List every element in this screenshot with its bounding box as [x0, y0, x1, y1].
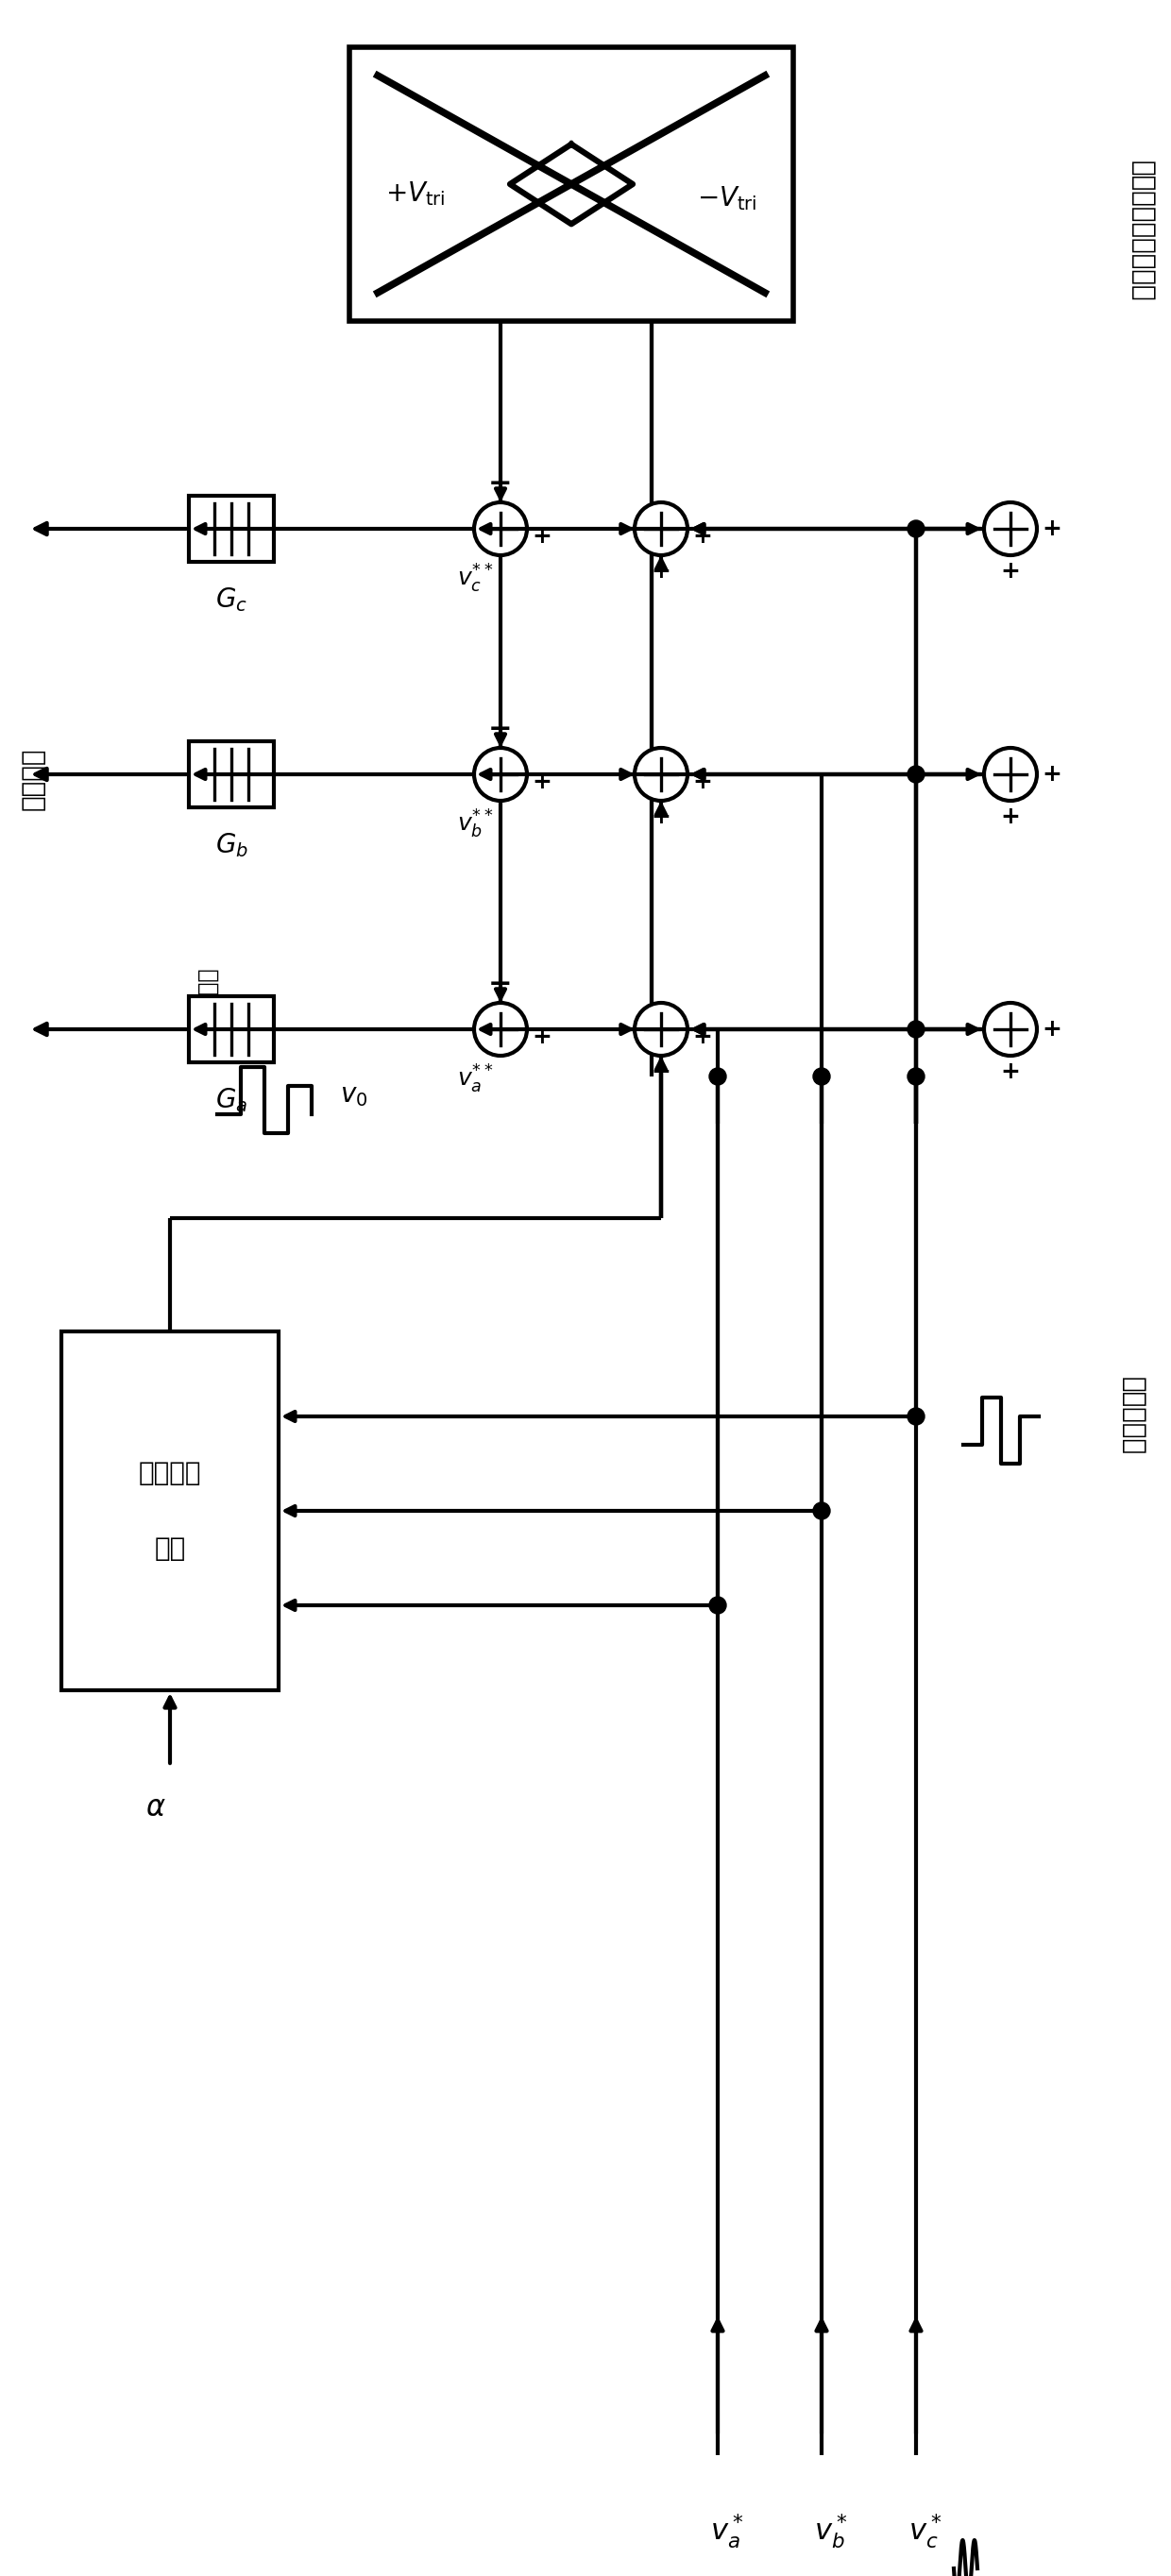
Text: $G_c$: $G_c$	[215, 585, 247, 613]
Text: $v_b^{**}$: $v_b^{**}$	[457, 809, 493, 840]
Text: $v_a^*$: $v_a^*$	[711, 2512, 744, 2550]
Text: $v_c^*$: $v_c^*$	[909, 2512, 943, 2550]
Text: +: +	[1042, 518, 1061, 541]
Circle shape	[984, 502, 1036, 556]
Text: +: +	[692, 770, 712, 793]
Text: +: +	[1000, 559, 1020, 582]
Circle shape	[813, 1502, 830, 1520]
Text: +: +	[1042, 762, 1061, 786]
Circle shape	[710, 1069, 726, 1084]
Text: +: +	[692, 526, 712, 549]
Circle shape	[908, 765, 925, 783]
Text: 计算: 计算	[155, 1535, 186, 1561]
Text: +: +	[692, 1025, 712, 1048]
Circle shape	[813, 1069, 830, 1084]
Text: 零序分量: 零序分量	[197, 966, 219, 1020]
Text: +: +	[651, 559, 671, 582]
Circle shape	[635, 502, 687, 556]
Circle shape	[908, 520, 925, 538]
Text: 零序分量: 零序分量	[138, 1461, 201, 1486]
Text: $G_a$: $G_a$	[215, 1087, 247, 1113]
Text: −: −	[488, 471, 513, 497]
Text: $\alpha$: $\alpha$	[145, 1793, 166, 1821]
Text: $v_a^{**}$: $v_a^{**}$	[457, 1064, 493, 1095]
Circle shape	[908, 1069, 925, 1084]
Bar	[189, 495, 274, 562]
Text: $G_b$: $G_b$	[214, 832, 248, 860]
Circle shape	[474, 502, 527, 556]
Bar	[349, 46, 793, 322]
Bar	[189, 997, 274, 1061]
Bar	[61, 1332, 279, 1690]
Text: +: +	[1042, 1018, 1061, 1041]
Circle shape	[710, 1597, 726, 1613]
Text: +: +	[1000, 1061, 1020, 1082]
Text: 双极性（三角）载波: 双极性（三角）载波	[1130, 160, 1156, 301]
Circle shape	[635, 1002, 687, 1056]
Circle shape	[474, 1002, 527, 1056]
Text: −: −	[488, 971, 513, 997]
Circle shape	[908, 1409, 925, 1425]
Text: −: −	[488, 716, 513, 742]
Circle shape	[474, 747, 527, 801]
Text: +: +	[532, 526, 552, 549]
Text: $v_b^*$: $v_b^*$	[814, 2512, 848, 2550]
Bar	[189, 742, 274, 806]
Text: $v_c^{**}$: $v_c^{**}$	[457, 562, 493, 595]
Text: +: +	[532, 1025, 552, 1048]
Text: +: +	[651, 806, 671, 827]
Circle shape	[984, 1002, 1036, 1056]
Circle shape	[635, 747, 687, 801]
Circle shape	[984, 747, 1036, 801]
Text: $+V_{\mathrm{tri}}$: $+V_{\mathrm{tri}}$	[385, 180, 445, 209]
Text: 合成调制波: 合成调制波	[1119, 1378, 1146, 1455]
Text: +: +	[532, 770, 552, 793]
Text: $v_0$: $v_0$	[340, 1082, 368, 1108]
Text: +: +	[651, 1061, 671, 1082]
Text: +: +	[1000, 806, 1020, 827]
Text: 驱动信号: 驱动信号	[20, 747, 47, 811]
Circle shape	[908, 1020, 925, 1038]
Text: $-V_{\mathrm{tri}}$: $-V_{\mathrm{tri}}$	[697, 185, 758, 211]
